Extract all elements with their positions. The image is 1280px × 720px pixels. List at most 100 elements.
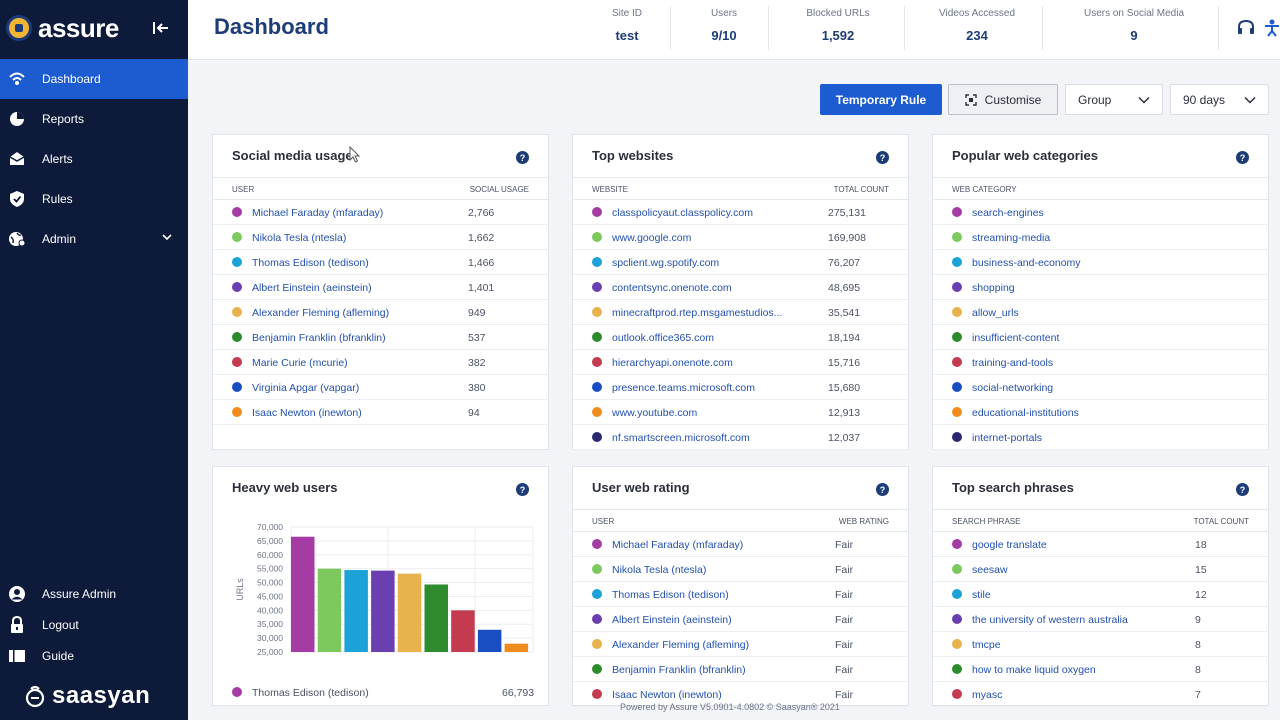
table-row[interactable]: allow_urls [933,300,1268,325]
help-icon[interactable]: ? [876,151,889,164]
days-select[interactable]: 90 days [1170,84,1269,115]
bar[interactable] [451,610,475,652]
website-name[interactable]: hierarchyapi.onenote.com [612,357,733,369]
table-row[interactable]: search-engines [933,200,1268,225]
sidebar-item-logout[interactable]: Logout [0,609,188,640]
table-row[interactable]: Isaac Newton (inewton) 94 [213,400,548,425]
user-name[interactable]: Alexander Fleming (afleming) [252,307,390,319]
web-category-name[interactable]: allow_urls [972,307,1019,319]
web-category-name[interactable]: business-and-economy [972,257,1081,269]
bar[interactable] [397,573,422,652]
table-row[interactable]: insufficient-content [933,325,1268,350]
website-name[interactable]: minecraftprod.rtep.msgamestudios... [612,307,783,319]
website-name[interactable]: www.google.com [612,232,692,244]
sidebar-item-rules[interactable]: Rules [0,179,188,219]
user-name[interactable]: Albert Einstein (aeinstein) [252,282,372,294]
table-row[interactable]: Benjamin Franklin (bfranklin) Fair [573,657,908,682]
website-name[interactable]: www.youtube.com [612,407,698,419]
user-name[interactable]: Alexander Fleming (afleming) [612,639,750,651]
table-row[interactable]: contentsync.onenote.com 48,695 [573,275,908,300]
table-row[interactable]: social-networking [933,375,1268,400]
help-icon[interactable]: ? [1236,483,1249,496]
table-row[interactable]: Michael Faraday (mfaraday) 2,766 [213,200,548,225]
table-row[interactable]: presence.teams.microsoft.com 15,680 [573,375,908,400]
table-row[interactable]: www.youtube.com 12,913 [573,400,908,425]
web-category-name[interactable]: search-engines [972,207,1044,219]
table-row[interactable]: educational-institutions [933,400,1268,425]
sidebar-item-reports[interactable]: Reports [0,99,188,139]
table-row[interactable]: hierarchyapi.onenote.com 15,716 [573,350,908,375]
table-row[interactable]: Isaac Newton (inewton) Fair [573,682,908,707]
user-name[interactable]: Benjamin Franklin (bfranklin) [612,664,746,676]
sidebar-item-guide[interactable]: Guide [0,640,188,671]
table-row[interactable]: Thomas Edison (tedison) Fair [573,582,908,607]
group-select[interactable]: Group [1065,84,1163,115]
bar[interactable] [291,536,315,652]
help-icon[interactable]: ? [1236,151,1249,164]
table-row[interactable]: www.google.com 169,908 [573,225,908,250]
table-row[interactable]: tmcpe 8 [933,632,1268,657]
table-row[interactable]: google translate 18 [933,532,1268,557]
search-phrase[interactable]: google translate [972,539,1047,551]
search-phrase[interactable]: how to make liquid oxygen [972,664,1096,676]
table-row[interactable]: Thomas Edison (tedison) 1,466 [213,250,548,275]
table-row[interactable]: streaming-media [933,225,1268,250]
table-row[interactable]: spclient.wg.spotify.com 76,207 [573,250,908,275]
web-category-name[interactable]: internet-portals [972,432,1043,444]
search-phrase[interactable]: stile [972,589,991,601]
table-row[interactable]: Marie Curie (mcurie) 382 [213,350,548,375]
table-row[interactable]: Alexander Fleming (afleming) 949 [213,300,548,325]
table-row[interactable]: shopping [933,275,1268,300]
table-row[interactable]: stile 12 [933,582,1268,607]
table-row[interactable]: Virginia Apgar (vapgar) 380 [213,375,548,400]
web-category-name[interactable]: insufficient-content [972,332,1060,344]
web-category-name[interactable]: training-and-tools [972,357,1054,369]
bar[interactable] [344,570,368,652]
table-row[interactable]: Benjamin Franklin (bfranklin) 537 [213,325,548,350]
accessibility-icon[interactable] [1262,18,1280,38]
sidebar-item-admin[interactable]: Admin [0,219,188,259]
website-name[interactable]: contentsync.onenote.com [612,282,732,294]
table-row[interactable]: seesaw 15 [933,557,1268,582]
search-phrase[interactable]: the university of western australia [972,614,1128,626]
web-category-name[interactable]: shopping [972,282,1015,294]
search-phrase[interactable]: myasc [972,689,1003,701]
table-row[interactable]: classpolicyaut.classpolicy.com 275,131 [573,200,908,225]
table-row[interactable]: Michael Faraday (mfaraday) Fair [573,532,908,557]
website-name[interactable]: outlook.office365.com [612,332,714,344]
bar[interactable] [477,629,502,652]
sidebar-item-assure-admin[interactable]: Assure Admin [0,578,188,609]
help-icon[interactable]: ? [516,151,529,164]
table-row[interactable]: Nikola Tesla (ntesla) 1,662 [213,225,548,250]
search-phrase[interactable]: tmcpe [972,639,1001,651]
user-name[interactable]: Thomas Edison (tedison) [612,589,729,601]
website-name[interactable]: classpolicyaut.classpolicy.com [612,207,754,219]
web-category-name[interactable]: social-networking [972,382,1054,394]
table-row[interactable]: myasc 7 [933,682,1268,707]
table-row[interactable]: business-and-economy [933,250,1268,275]
sidebar-item-dashboard[interactable]: Dashboard [0,59,188,99]
table-row[interactable]: the university of western australia 9 [933,607,1268,632]
table-row[interactable]: Albert Einstein (aeinstein) Fair [573,607,908,632]
collapse-sidebar-icon[interactable] [150,18,172,38]
user-name[interactable]: Thomas Edison (tedison) [252,687,369,699]
website-name[interactable]: presence.teams.microsoft.com [612,382,755,394]
customise-button[interactable]: Customise [948,84,1058,115]
user-name[interactable]: Nikola Tesla (ntesla) [252,232,347,244]
user-name[interactable]: Albert Einstein (aeinstein) [612,614,732,626]
bar[interactable] [317,568,342,652]
user-name[interactable]: Michael Faraday (mfaraday) [252,207,384,219]
user-name[interactable]: Marie Curie (mcurie) [252,357,348,369]
sidebar-item-alerts[interactable]: Alerts [0,139,188,179]
table-row[interactable]: Alexander Fleming (afleming) Fair [573,632,908,657]
temporary-rule-button[interactable]: Temporary Rule [820,84,942,115]
table-row[interactable]: internet-portals [933,425,1268,450]
user-name[interactable]: Michael Faraday (mfaraday) [612,539,744,551]
headset-icon[interactable] [1236,18,1256,38]
user-name[interactable]: Virginia Apgar (vapgar) [252,382,360,394]
table-row[interactable]: how to make liquid oxygen 8 [933,657,1268,682]
bar[interactable] [424,584,449,653]
table-row[interactable]: outlook.office365.com 18,194 [573,325,908,350]
user-name[interactable]: Benjamin Franklin (bfranklin) [252,332,386,344]
user-name[interactable]: Isaac Newton (inewton) [612,689,722,701]
